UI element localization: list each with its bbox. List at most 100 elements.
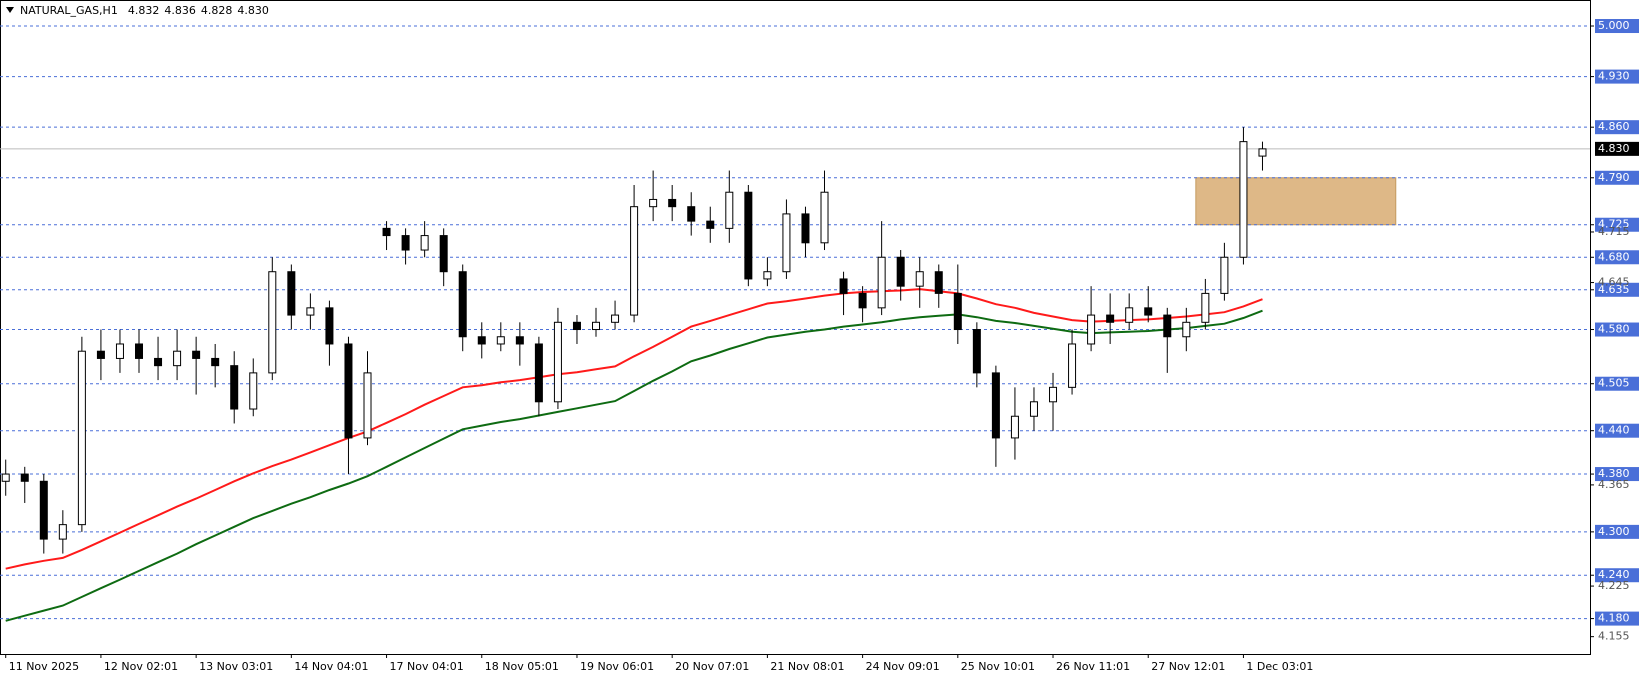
candle-body: [649, 198, 658, 208]
y-minor-label: 4.645: [1598, 276, 1630, 289]
y-tick-box: [1595, 217, 1639, 232]
candle-body: [839, 278, 848, 294]
candle-body: [744, 191, 753, 280]
y-tick-label: 4.580: [1598, 323, 1630, 336]
y-tick-label: 4.725: [1598, 218, 1630, 231]
x-tick-label: 21 Nov 08:01: [770, 660, 844, 673]
y-tick-box: [1595, 611, 1639, 626]
y-tick-label: 4.180: [1598, 612, 1630, 625]
candle-body: [611, 314, 620, 323]
candle-body: [687, 206, 696, 222]
y-tick-label: 4.380: [1598, 467, 1630, 480]
moving-average: [5, 288, 1263, 570]
candle-body: [96, 350, 105, 359]
candle-body: [344, 343, 353, 439]
header-price: 4.832: [128, 4, 160, 17]
candle-body: [972, 329, 981, 374]
candle-body: [1049, 386, 1058, 403]
candle-body: [1163, 314, 1172, 338]
header-prices: 4.832 4.836 4.828 4.830: [128, 4, 269, 17]
candle-body: [1106, 314, 1115, 323]
y-tick-label: 4.860: [1598, 120, 1630, 133]
candle-body: [192, 350, 201, 359]
header-price: 4.830: [237, 4, 269, 17]
x-tick-label: 24 Nov 09:01: [866, 660, 940, 673]
candle-body: [420, 235, 429, 251]
y-tick-box: [1595, 568, 1639, 583]
last-price-box: [1595, 141, 1639, 156]
y-tick-label: 4.505: [1598, 377, 1630, 390]
y-tick-box: [1595, 120, 1639, 135]
y-tick-box: [1595, 423, 1639, 438]
candle-body: [1, 473, 10, 482]
candle-body: [77, 350, 86, 526]
candle-body: [858, 292, 867, 309]
x-tick-label: 1 Dec 03:01: [1246, 660, 1313, 673]
candle-body: [477, 336, 486, 345]
candle-body: [306, 307, 315, 316]
last-price-label: 4.830: [1598, 142, 1630, 155]
x-tick-label: 27 Nov 12:01: [1151, 660, 1225, 673]
y-tick-box: [1595, 524, 1639, 539]
y-tick-box: [1595, 467, 1639, 482]
candle-body: [439, 235, 448, 273]
candle-body: [592, 321, 601, 331]
candle-body: [20, 473, 29, 482]
candle-body: [39, 480, 48, 540]
candle-body: [534, 343, 543, 403]
y-tick-label: 4.300: [1598, 525, 1630, 538]
y-tick-box: [1595, 19, 1639, 34]
x-tick-label: 14 Nov 04:01: [294, 660, 368, 673]
y-tick-label: 4.930: [1598, 70, 1630, 83]
moving-average: [5, 309, 1263, 622]
candle-body: [915, 271, 924, 287]
candle-body: [820, 191, 829, 244]
candle-body: [58, 524, 67, 540]
candle-body: [1220, 256, 1229, 294]
candle-body: [1029, 401, 1038, 417]
x-tick-label: 17 Nov 04:01: [390, 660, 464, 673]
candle-body: [230, 365, 239, 410]
candle-body: [782, 213, 791, 273]
y-minor-label: 4.225: [1598, 579, 1630, 592]
y-tick-label: 4.440: [1598, 424, 1630, 437]
y-minor-label: 4.155: [1598, 630, 1630, 643]
candle-body: [496, 336, 505, 345]
candle-body: [249, 372, 258, 410]
y-tick-label: 4.635: [1598, 283, 1630, 296]
candle-body: [706, 220, 715, 229]
candle-body: [173, 350, 182, 367]
candle-body: [1125, 307, 1134, 323]
menu-arrow[interactable]: [6, 7, 14, 13]
candle-body: [268, 271, 277, 374]
candle-body: [630, 206, 639, 316]
plot-frame: [0, 0, 1591, 655]
candle-body: [953, 292, 962, 331]
candle-body: [287, 271, 296, 316]
y-tick-box: [1595, 282, 1639, 297]
candle-body: [1087, 314, 1096, 345]
x-tick-label: 13 Nov 03:01: [199, 660, 273, 673]
y-tick-label: 5.000: [1598, 19, 1630, 32]
header-price: 4.836: [164, 4, 196, 17]
candle-body: [1182, 321, 1191, 338]
x-tick-label: 19 Nov 06:01: [580, 660, 654, 673]
y-tick-label: 4.790: [1598, 171, 1630, 184]
y-tick-box: [1595, 170, 1639, 185]
x-tick-label: 26 Nov 11:01: [1056, 660, 1130, 673]
candle-body: [934, 271, 943, 294]
candle-body: [877, 256, 886, 309]
candle-body: [115, 343, 124, 359]
candle-body: [401, 235, 410, 251]
y-tick-box: [1595, 322, 1639, 337]
candle-body: [1239, 141, 1248, 258]
candle-body: [1258, 148, 1267, 157]
candle-body: [553, 321, 562, 403]
candle-body: [1010, 415, 1019, 439]
candle-body: [515, 336, 524, 345]
y-minor-label: 4.365: [1598, 478, 1630, 491]
candle-body: [1201, 292, 1210, 323]
candle-body: [458, 271, 467, 338]
candle-body: [725, 191, 734, 229]
